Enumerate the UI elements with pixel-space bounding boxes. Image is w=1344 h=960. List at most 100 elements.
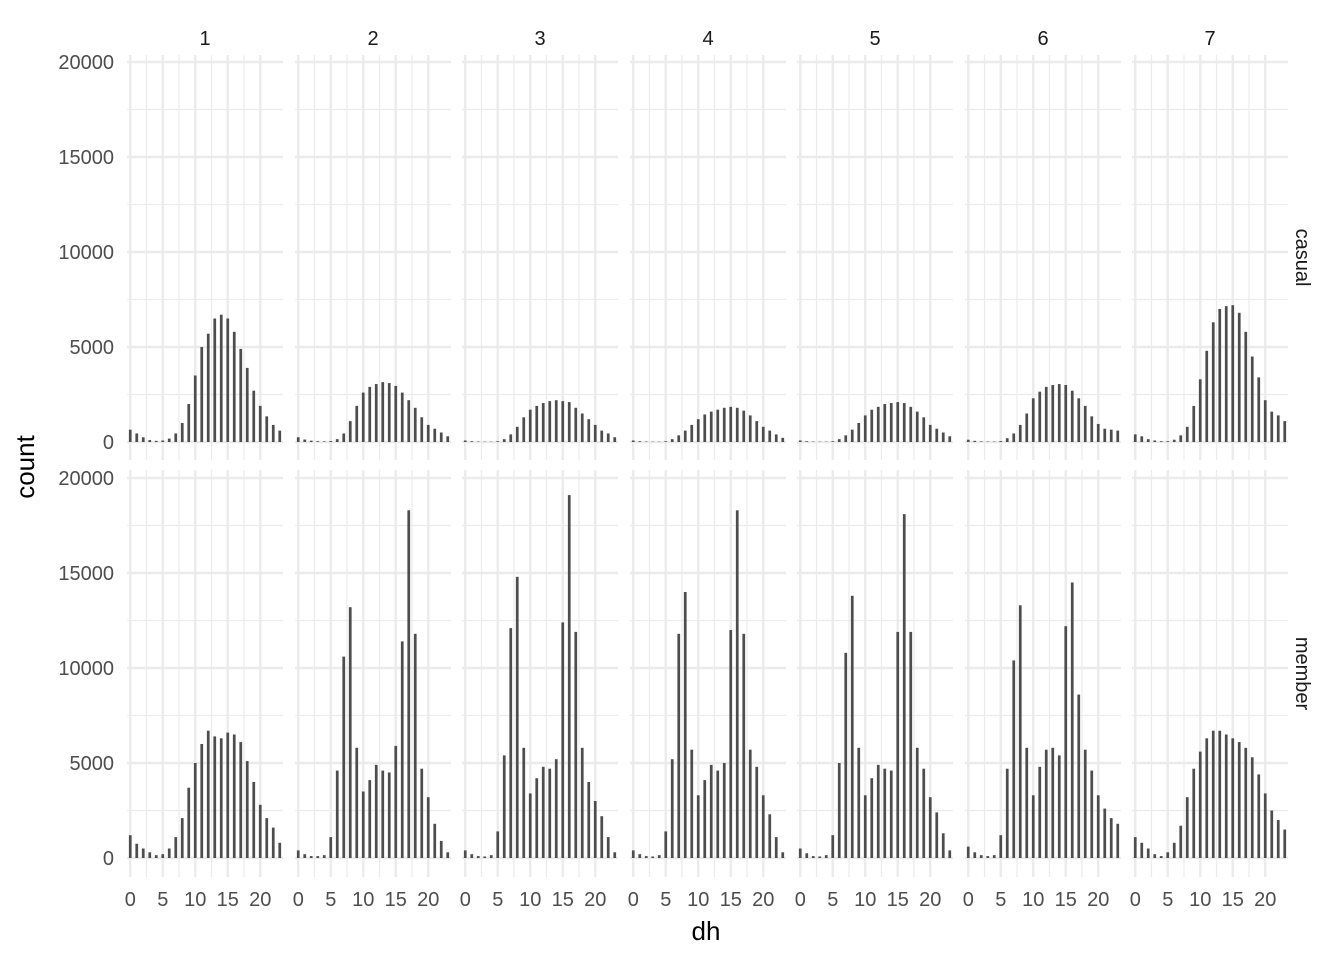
bar: [742, 410, 746, 442]
bar: [1224, 306, 1228, 442]
bar: [1057, 755, 1061, 858]
bar: [574, 631, 578, 858]
bar: [735, 407, 739, 442]
bar: [1185, 797, 1189, 858]
bar: [1159, 856, 1163, 858]
bar: [909, 406, 913, 442]
bar: [548, 401, 552, 442]
bar: [1263, 793, 1267, 858]
bar: [1231, 738, 1235, 858]
bar: [1103, 808, 1107, 858]
facet-strip-column: 5: [869, 28, 880, 50]
bar: [548, 768, 552, 858]
bar: [1276, 415, 1280, 442]
bar: [187, 787, 191, 858]
x-tick-label: 20: [752, 889, 774, 911]
bar: [922, 417, 926, 442]
bar: [1146, 848, 1150, 858]
bar: [316, 856, 320, 858]
bar: [1051, 747, 1055, 858]
bar: [1283, 421, 1287, 442]
bar: [670, 759, 674, 858]
bar: [522, 417, 526, 442]
bar: [1038, 766, 1042, 858]
bar: [644, 856, 648, 858]
bar: [600, 816, 604, 858]
bar: [716, 770, 720, 858]
bar: [161, 440, 165, 442]
bar: [561, 401, 565, 442]
bar: [470, 441, 474, 442]
bar: [1250, 757, 1254, 858]
bar: [1103, 428, 1107, 442]
bar: [1276, 820, 1280, 858]
bar: [768, 430, 772, 442]
panel-2-casual: [295, 55, 451, 460]
bar: [870, 778, 874, 858]
bar: [1159, 441, 1163, 442]
bar: [271, 424, 275, 442]
bar: [1179, 435, 1183, 442]
bar: [413, 633, 417, 858]
bar: [1025, 413, 1029, 442]
bar: [1166, 852, 1170, 858]
bar: [394, 385, 398, 442]
bar: [850, 429, 854, 442]
bar: [348, 607, 352, 858]
bar: [1231, 305, 1235, 442]
x-tick-label: 5: [660, 889, 671, 911]
bar: [781, 852, 785, 858]
panel-4-casual: [630, 55, 786, 460]
bar: [690, 424, 694, 442]
bar: [361, 791, 365, 858]
bar: [219, 314, 223, 442]
bar: [1250, 356, 1254, 442]
bar: [522, 747, 526, 858]
y-tick-label: 10000: [58, 658, 114, 680]
bar: [664, 831, 668, 858]
bar: [1051, 385, 1055, 442]
bar: [1109, 429, 1113, 442]
bar: [232, 734, 236, 858]
bar: [690, 749, 694, 858]
bar: [426, 797, 430, 858]
bar: [135, 843, 139, 858]
bar: [226, 318, 230, 442]
bar: [928, 424, 932, 442]
bar: [1172, 842, 1176, 858]
bar: [476, 856, 480, 858]
y-tick-label: 20000: [58, 468, 114, 490]
bar: [709, 411, 713, 442]
bar: [703, 780, 707, 858]
bar: [948, 850, 952, 858]
bar: [966, 439, 970, 442]
bar: [606, 837, 610, 858]
bar: [755, 421, 759, 442]
bar: [1146, 439, 1150, 442]
bar: [1083, 405, 1087, 442]
bar: [638, 441, 642, 442]
panel-4-member: [630, 470, 786, 877]
bar: [979, 441, 983, 442]
bar: [748, 415, 752, 442]
bar: [1153, 440, 1157, 442]
bar: [433, 823, 437, 858]
bar: [374, 384, 378, 442]
bar: [206, 333, 210, 442]
bar: [844, 652, 848, 858]
bar: [1140, 436, 1144, 442]
bar: [966, 846, 970, 858]
bar: [361, 392, 365, 442]
bar: [928, 797, 932, 858]
x-tick-label: 15: [217, 889, 239, 911]
bar: [922, 768, 926, 858]
bar: [271, 827, 275, 858]
bar: [167, 438, 171, 442]
x-tick-label: 20: [919, 889, 941, 911]
bar: [664, 441, 668, 442]
bar: [857, 747, 861, 858]
x-tick-label: 5: [995, 889, 1006, 911]
bar: [296, 850, 300, 858]
bar: [1237, 312, 1241, 442]
bar: [400, 392, 404, 442]
